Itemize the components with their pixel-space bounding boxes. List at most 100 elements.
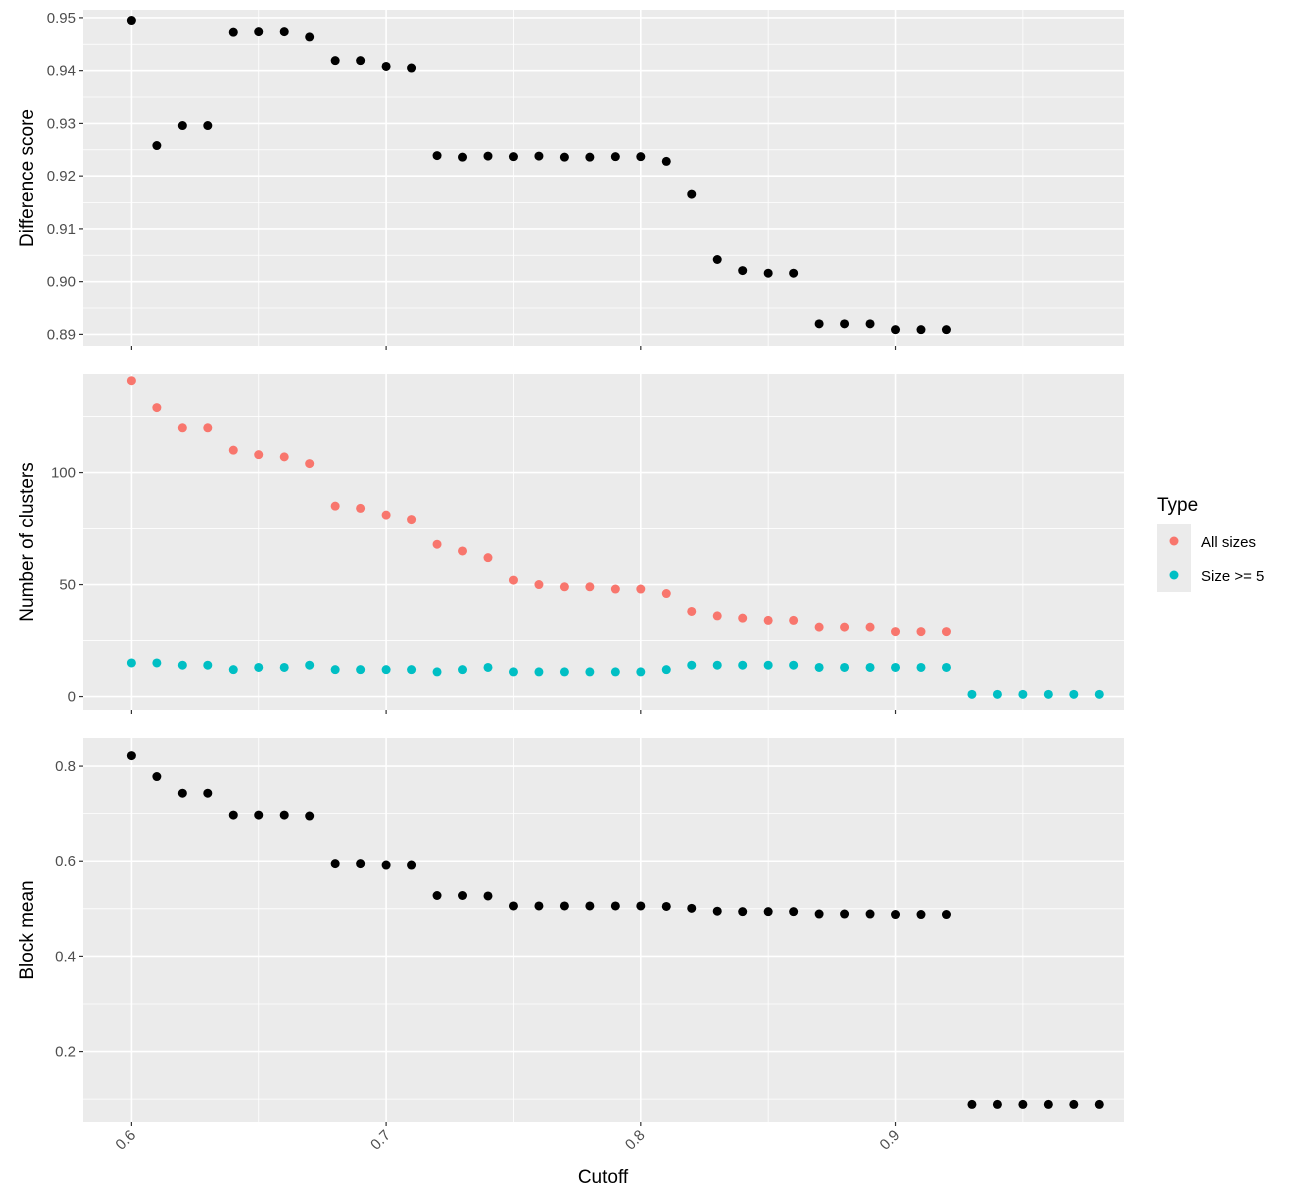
- y-tick-label: 0.90: [47, 274, 76, 291]
- data-point: [738, 907, 748, 917]
- data-point: [840, 319, 850, 329]
- data-point: [840, 622, 850, 632]
- data-point: [712, 660, 722, 670]
- data-point: [152, 772, 162, 782]
- data-point: [891, 910, 901, 920]
- data-point: [508, 901, 518, 911]
- data-point: [330, 56, 340, 66]
- data-point: [126, 658, 136, 668]
- y-tick-label: 100: [51, 465, 76, 482]
- data-point: [636, 584, 646, 594]
- data-point: [814, 909, 824, 919]
- data-point: [407, 860, 417, 870]
- legend-label-all-sizes: All sizes: [1201, 534, 1256, 551]
- data-point: [967, 689, 977, 699]
- data-point: [610, 152, 620, 162]
- data-point: [254, 450, 264, 460]
- series-1: [126, 751, 1104, 1109]
- data-point: [712, 254, 722, 264]
- data-point: [636, 152, 646, 162]
- data-point: [177, 121, 187, 131]
- data-point: [534, 667, 544, 677]
- data-point: [228, 665, 238, 675]
- data-point: [483, 891, 493, 901]
- data-point: [126, 751, 136, 761]
- data-point: [738, 660, 748, 670]
- data-point: [840, 662, 850, 672]
- data-point: [203, 121, 213, 131]
- data-point: [1069, 689, 1079, 699]
- data-point: [330, 665, 340, 675]
- panel-2: 0 50 100 Number of clusters: [17, 374, 1124, 714]
- data-point: [407, 515, 417, 525]
- data-point: [126, 16, 136, 26]
- data-point: [916, 627, 926, 637]
- data-point: [1043, 689, 1053, 699]
- data-point: [865, 909, 875, 919]
- data-point: [534, 901, 544, 911]
- y-tick-label: 0.4: [55, 948, 76, 965]
- data-point: [1018, 689, 1028, 699]
- data-point: [356, 56, 366, 66]
- data-point: [891, 662, 901, 672]
- data-point: [432, 151, 442, 161]
- data-point: [661, 665, 671, 675]
- data-point: [152, 141, 162, 151]
- y-tick-label: 0.89: [47, 326, 76, 343]
- data-point: [865, 622, 875, 632]
- y-axis-title: Difference score: [17, 109, 38, 247]
- y-tick-label: 50: [59, 577, 76, 594]
- panel-3: 0.2 0.4 0.6 0.8 Block mean: [17, 738, 1124, 1126]
- x-tick-label: 0.8: [622, 1127, 649, 1154]
- data-point: [789, 615, 799, 625]
- data-point: [763, 907, 773, 917]
- data-point: [1094, 1099, 1104, 1109]
- data-point: [1018, 1099, 1028, 1109]
- data-point: [661, 901, 671, 911]
- data-point: [534, 151, 544, 161]
- data-point: [585, 582, 595, 592]
- data-point: [814, 662, 824, 672]
- x-tick-label: 0.6: [112, 1127, 139, 1154]
- y-tick-label: 0.95: [47, 10, 76, 27]
- legend-title: Type: [1157, 495, 1198, 516]
- data-point: [177, 660, 187, 670]
- y-tick-label: 0.2: [55, 1044, 76, 1061]
- data-point: [941, 325, 951, 335]
- data-point: [152, 658, 162, 668]
- data-point: [483, 662, 493, 672]
- data-point: [279, 452, 289, 462]
- data-point: [789, 907, 799, 917]
- data-point: [458, 152, 468, 162]
- data-point: [585, 901, 595, 911]
- data-point: [203, 423, 213, 433]
- data-point: [508, 152, 518, 162]
- data-point: [636, 667, 646, 677]
- y-tick-label: 0.8: [55, 758, 76, 775]
- data-point: [687, 660, 697, 670]
- data-point: [228, 445, 238, 455]
- data-point: [407, 665, 417, 675]
- data-point: [330, 501, 340, 511]
- data-point: [992, 1099, 1002, 1109]
- data-point: [661, 589, 671, 599]
- data-point: [789, 268, 799, 278]
- data-point: [152, 403, 162, 413]
- data-point: [712, 906, 722, 916]
- series-2: [126, 658, 1104, 699]
- data-point: [203, 788, 213, 798]
- data-point: [508, 575, 518, 585]
- data-point: [891, 627, 901, 637]
- data-point: [483, 553, 493, 563]
- data-point: [967, 1099, 977, 1109]
- y-axis-title: Block mean: [17, 880, 38, 979]
- data-point: [941, 627, 951, 637]
- data-point: [177, 788, 187, 798]
- y-tick-label: 0.94: [47, 63, 76, 80]
- data-point: [814, 319, 824, 329]
- data-point: [330, 859, 340, 869]
- data-point: [305, 459, 315, 469]
- data-point: [738, 613, 748, 623]
- y-axis-title: Number of clusters: [17, 462, 38, 621]
